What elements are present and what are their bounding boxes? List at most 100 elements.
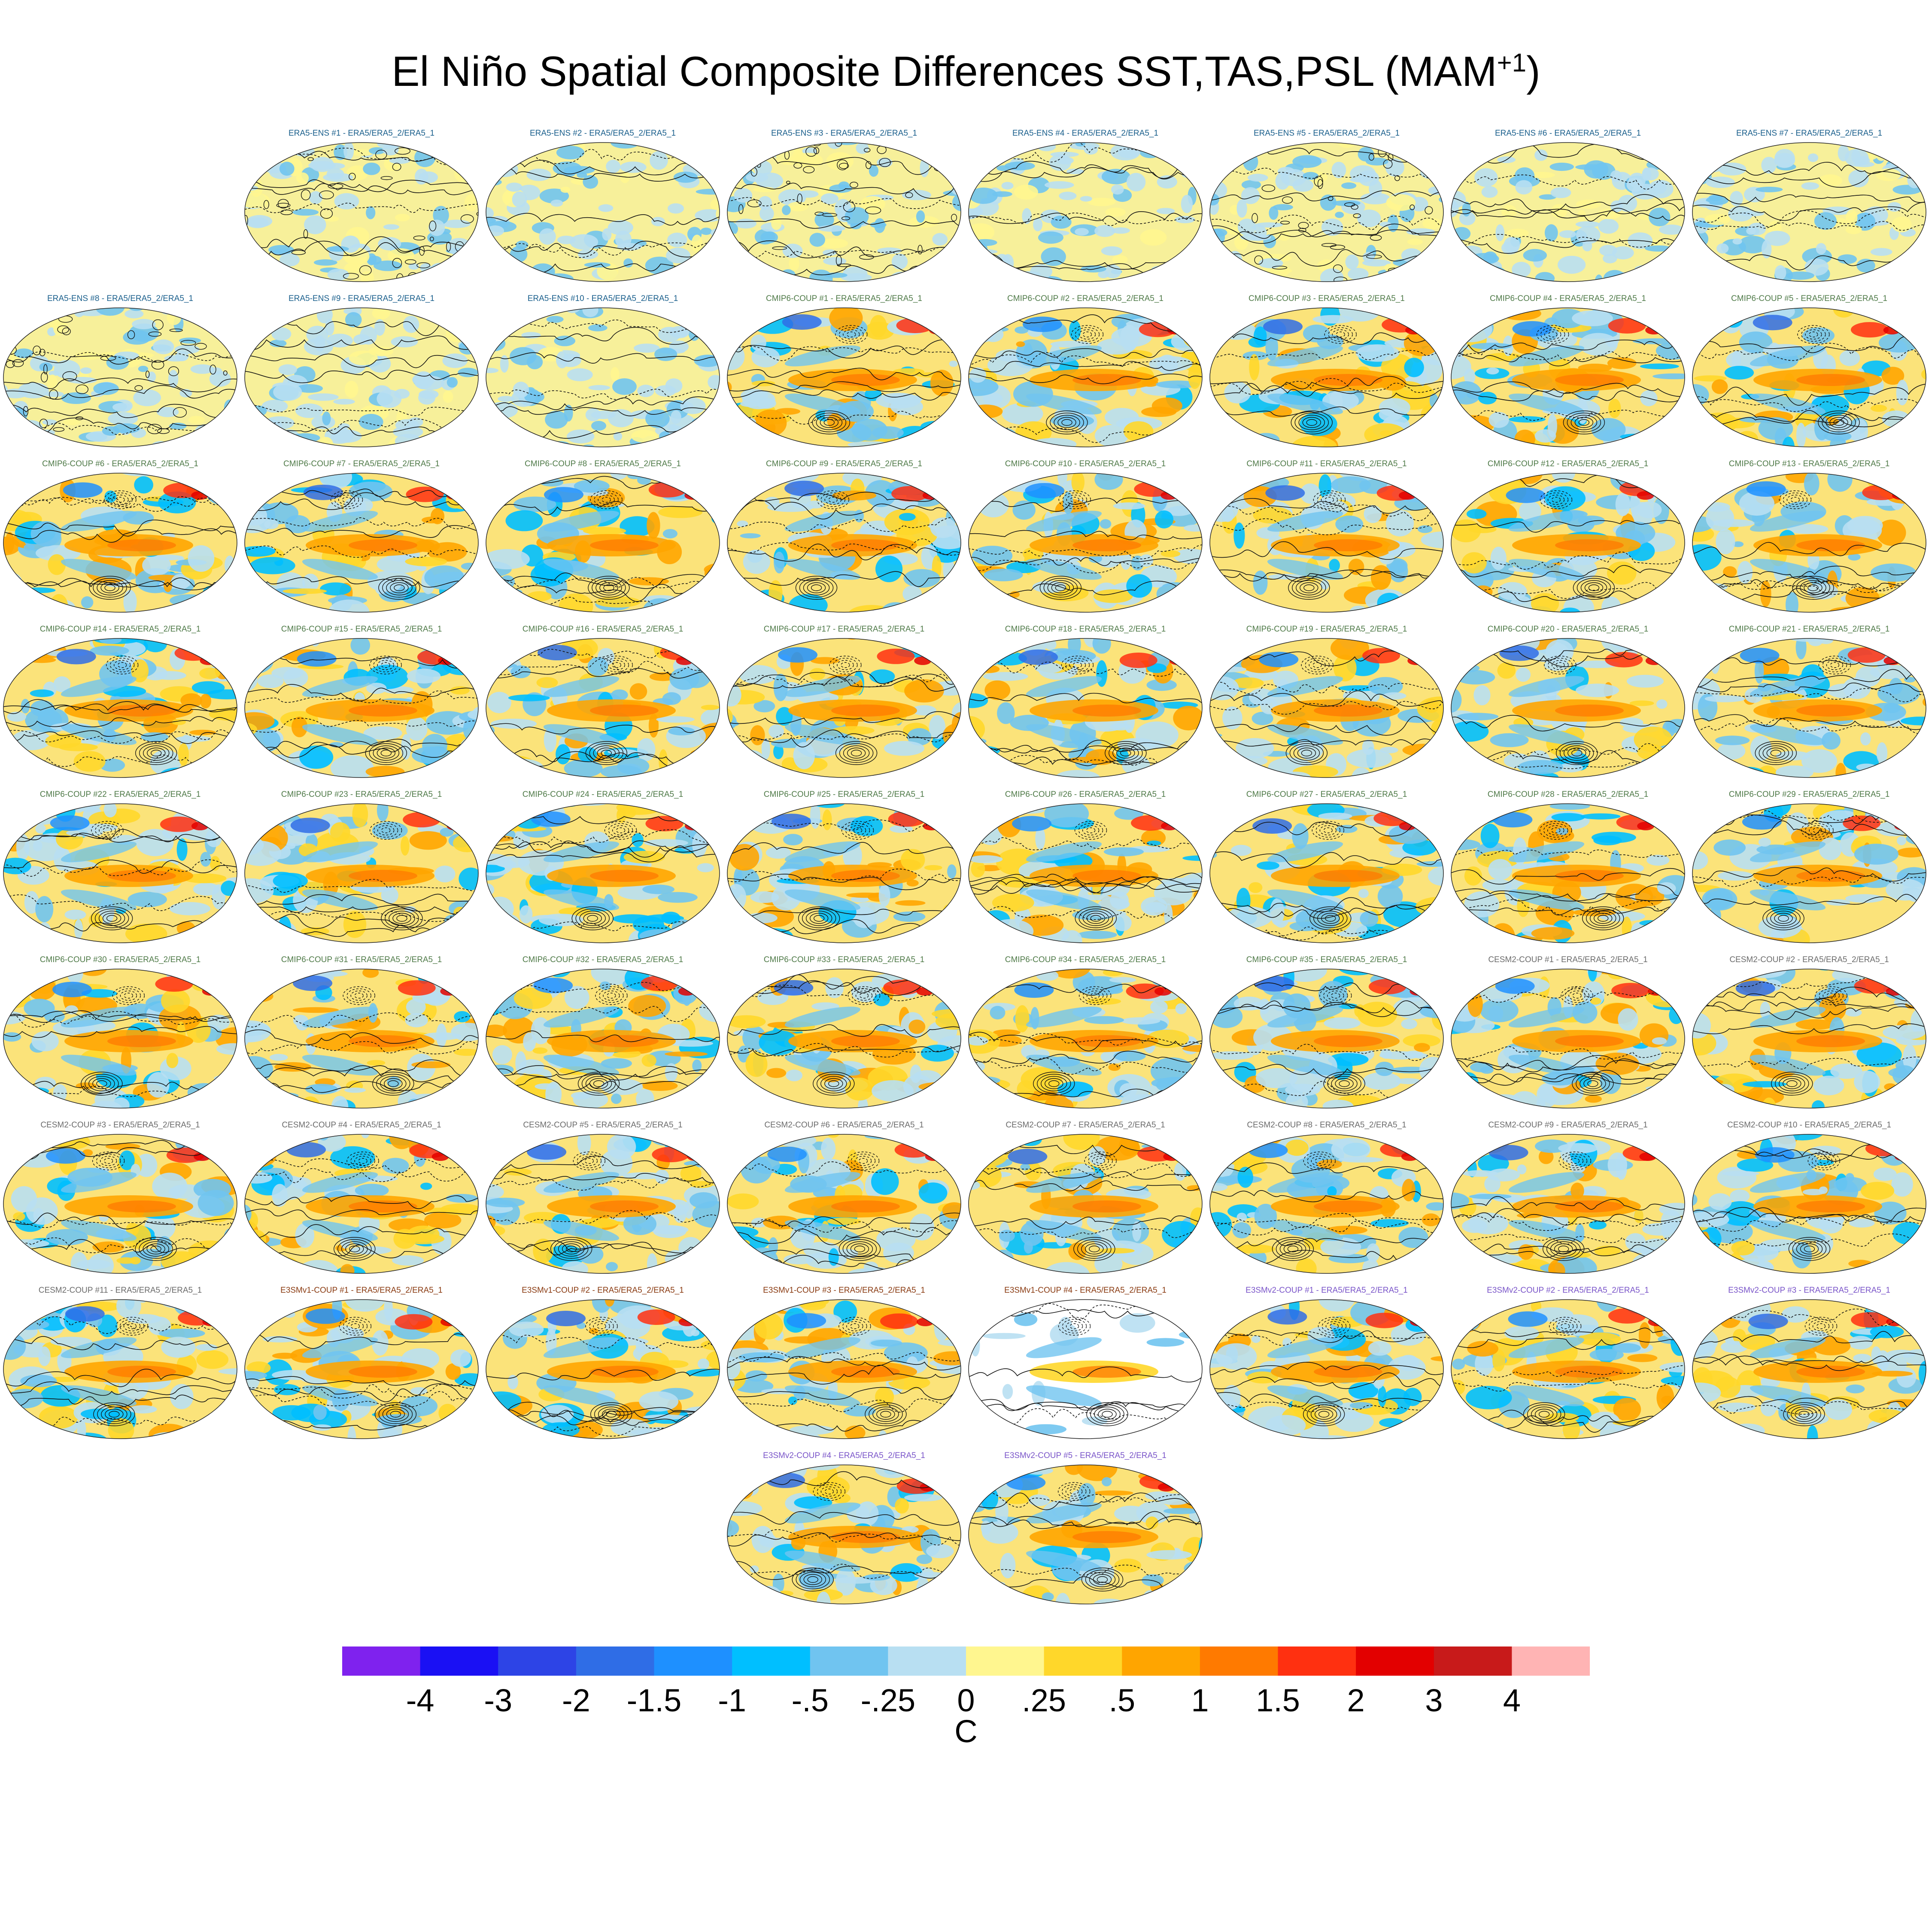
map-panel: CESM2-COUP #5 - ERA5/ERA5_2/ERA5_1: [483, 1121, 723, 1275]
panel-label: CMIP6-COUP #15 - ERA5/ERA5_2/ERA5_1: [281, 625, 442, 634]
panel-label: CESM2-COUP #11 - ERA5/ERA5_2/ERA5_1: [38, 1286, 202, 1295]
map-panel: CMIP6-COUP #25 - ERA5/ERA5_2/ERA5_1: [724, 790, 964, 945]
map-panel-plot: [244, 1134, 479, 1274]
map-panel-plot: [968, 1299, 1203, 1439]
map-panel-plot: [3, 1299, 237, 1439]
colorbar-tick-label: .25: [1022, 1683, 1066, 1718]
colorbar-tick-label: 1.5: [1256, 1683, 1300, 1718]
map-panel-plot: [1451, 307, 1685, 447]
map-panel-plot: [3, 1134, 237, 1274]
map-panel-plot: [1692, 307, 1926, 447]
map-panel: CESM2-COUP #2 - ERA5/ERA5_2/ERA5_1: [1689, 955, 1929, 1110]
map-panel-plot: [3, 803, 237, 943]
colorbar-swatch: [654, 1646, 732, 1676]
map-panel-plot: [727, 142, 961, 282]
map-panel-plot: [1692, 638, 1926, 778]
map-panel: CMIP6-COUP #2 - ERA5/ERA5_2/ERA5_1: [965, 294, 1206, 449]
panel-label: CMIP6-COUP #26 - ERA5/ERA5_2/ERA5_1: [1005, 790, 1166, 799]
panel-label: CMIP6-COUP #28 - ERA5/ERA5_2/ERA5_1: [1487, 790, 1649, 799]
panel-label: ERA5-ENS #10 - ERA5/ERA5_2/ERA5_1: [527, 294, 678, 303]
map-panel-plot: [1692, 1134, 1926, 1274]
map-panel-plot: [727, 1464, 961, 1604]
map-panel-plot: [1209, 803, 1444, 943]
map-panel-plot: [244, 1299, 479, 1439]
map-panel: E3SMv2-COUP #4 - ERA5/ERA5_2/ERA5_1: [724, 1451, 964, 1606]
map-panel: CMIP6-COUP #17 - ERA5/ERA5_2/ERA5_1: [724, 625, 964, 779]
chart-title-close: ): [1526, 48, 1540, 95]
map-panel: CMIP6-COUP #11 - ERA5/ERA5_2/ERA5_1: [1206, 459, 1447, 614]
map-panel-plot: [244, 142, 479, 282]
map-panel: CMIP6-COUP #3 - ERA5/ERA5_2/ERA5_1: [1206, 294, 1447, 449]
map-panel-plot: [3, 473, 237, 613]
map-panel-plot: [486, 969, 720, 1109]
map-panel: CMIP6-COUP #30 - ERA5/ERA5_2/ERA5_1: [0, 955, 240, 1110]
map-panel-grid: ERA5-ENS #1 - ERA5/ERA5_2/ERA5_1 ERA5-ENS…: [0, 129, 1929, 1606]
map-panel: CESM2-COUP #11 - ERA5/ERA5_2/ERA5_1: [0, 1286, 240, 1440]
map-panel: CESM2-COUP #10 - ERA5/ERA5_2/ERA5_1: [1689, 1121, 1929, 1275]
map-panel-plot: [486, 1134, 720, 1274]
map-panel-plot: [968, 803, 1203, 943]
panel-label: CMIP6-COUP #20 - ERA5/ERA5_2/ERA5_1: [1487, 625, 1649, 634]
colorbar-tick-label: 4: [1503, 1683, 1521, 1718]
map-panel-plot: [1451, 638, 1685, 778]
map-panel: CMIP6-COUP #28 - ERA5/ERA5_2/ERA5_1: [1448, 790, 1688, 945]
map-panel: E3SMv2-COUP #1 - ERA5/ERA5_2/ERA5_1: [1206, 1286, 1447, 1440]
map-panel: CMIP6-COUP #21 - ERA5/ERA5_2/ERA5_1: [1689, 625, 1929, 779]
map-panel: ERA5-ENS #1 - ERA5/ERA5_2/ERA5_1: [241, 129, 482, 283]
map-panel-plot: [1451, 969, 1685, 1109]
map-panel: CMIP6-COUP #10 - ERA5/ERA5_2/ERA5_1: [965, 459, 1206, 614]
panel-label: ERA5-ENS #8 - ERA5/ERA5_2/ERA5_1: [47, 294, 194, 303]
map-panel: CMIP6-COUP #34 - ERA5/ERA5_2/ERA5_1: [965, 955, 1206, 1110]
panel-label: ERA5-ENS #7 - ERA5/ERA5_2/ERA5_1: [1736, 129, 1883, 138]
map-panel-plot: [1692, 969, 1926, 1109]
map-panel: CMIP6-COUP #29 - ERA5/ERA5_2/ERA5_1: [1689, 790, 1929, 945]
panel-label: CMIP6-COUP #1 - ERA5/ERA5_2/ERA5_1: [766, 294, 922, 303]
map-panel-plot: [486, 473, 720, 613]
map-panel-plot: [244, 473, 479, 613]
map-panel-plot: [727, 969, 961, 1109]
panel-label: CESM2-COUP #8 - ERA5/ERA5_2/ERA5_1: [1247, 1121, 1406, 1130]
colorbar-tick-label: 3: [1425, 1683, 1443, 1718]
map-panel-plot: [1692, 803, 1926, 943]
panel-label: E3SMv1-COUP #1 - ERA5/ERA5_2/ERA5_1: [280, 1286, 443, 1295]
panel-label: ERA5-ENS #4 - ERA5/ERA5_2/ERA5_1: [1012, 129, 1159, 138]
map-panel-plot: [1209, 473, 1444, 613]
colorbar-swatch: [732, 1646, 811, 1676]
colorbar-swatch: [1278, 1646, 1356, 1676]
panel-label: CESM2-COUP #10 - ERA5/ERA5_2/ERA5_1: [1727, 1121, 1891, 1130]
chart-title-text: El Niño Spatial Composite Differences SS…: [392, 48, 1497, 95]
map-panel: E3SMv1-COUP #3 - ERA5/ERA5_2/ERA5_1: [724, 1286, 964, 1440]
panel-label: CMIP6-COUP #34 - ERA5/ERA5_2/ERA5_1: [1005, 955, 1166, 964]
map-panel: CMIP6-COUP #1 - ERA5/ERA5_2/ERA5_1: [724, 294, 964, 449]
map-panel: CMIP6-COUP #26 - ERA5/ERA5_2/ERA5_1: [965, 790, 1206, 945]
panel-label: CMIP6-COUP #29 - ERA5/ERA5_2/ERA5_1: [1728, 790, 1890, 799]
colorbar-swatch: [1122, 1646, 1200, 1676]
colorbar-swatch: [342, 1646, 421, 1676]
panel-label: CMIP6-COUP #23 - ERA5/ERA5_2/ERA5_1: [281, 790, 442, 799]
panel-label: CMIP6-COUP #30 - ERA5/ERA5_2/ERA5_1: [39, 955, 201, 964]
panel-label: CESM2-COUP #5 - ERA5/ERA5_2/ERA5_1: [523, 1121, 683, 1130]
map-panel: CESM2-COUP #1 - ERA5/ERA5_2/ERA5_1: [1448, 955, 1688, 1110]
map-panel: ERA5-ENS #2 - ERA5/ERA5_2/ERA5_1: [483, 129, 723, 283]
map-panel-plot: [1451, 1134, 1685, 1274]
colorbar-swatches: [342, 1646, 1590, 1676]
map-panel-plot: [1209, 638, 1444, 778]
colorbar-swatch: [1512, 1646, 1590, 1676]
colorbar-tick-label: 1: [1191, 1683, 1209, 1718]
map-panel-plot: [1209, 1299, 1444, 1439]
colorbar-tick-label: -4: [406, 1683, 434, 1718]
panel-label: ERA5-ENS #2 - ERA5/ERA5_2/ERA5_1: [529, 129, 676, 138]
map-panel-plot: [1209, 142, 1444, 282]
panel-label: CMIP6-COUP #5 - ERA5/ERA5_2/ERA5_1: [1731, 294, 1887, 303]
colorbar-tick-label: -.25: [860, 1683, 916, 1718]
map-panel-plot: [968, 473, 1203, 613]
panel-label: CMIP6-COUP #13 - ERA5/ERA5_2/ERA5_1: [1728, 459, 1890, 468]
map-panel: E3SMv1-COUP #2 - ERA5/ERA5_2/ERA5_1: [483, 1286, 723, 1440]
chart-title: El Niño Spatial Composite Differences SS…: [0, 47, 1932, 96]
panel-label: CESM2-COUP #3 - ERA5/ERA5_2/ERA5_1: [40, 1121, 200, 1130]
map-panel-plot: [1209, 307, 1444, 447]
panel-label: CMIP6-COUP #35 - ERA5/ERA5_2/ERA5_1: [1246, 955, 1407, 964]
map-panel: ERA5-ENS #8 - ERA5/ERA5_2/ERA5_1: [0, 294, 240, 449]
panel-label: ERA5-ENS #1 - ERA5/ERA5_2/ERA5_1: [288, 129, 435, 138]
panel-label: ERA5-ENS #5 - ERA5/ERA5_2/ERA5_1: [1253, 129, 1400, 138]
